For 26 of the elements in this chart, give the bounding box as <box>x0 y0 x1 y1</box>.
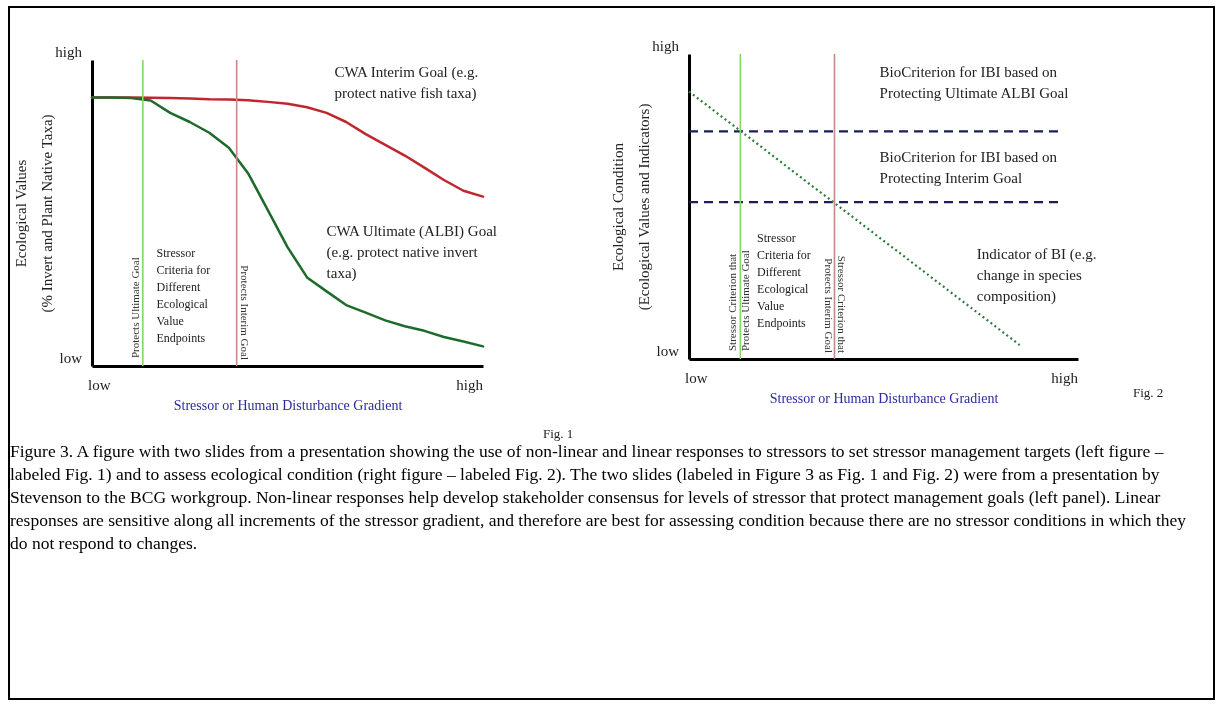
x-axis-title: Stressor or Human Disturbance Gradient <box>173 397 403 413</box>
text: high <box>55 44 83 60</box>
text: BioCriterion for IBI based on Protecting Ultimate ALBI Goal <box>879 63 1069 101</box>
series-label: CWA Interim Goal (e.g. protect native fish taxa) <box>334 64 479 103</box>
annotation: Stressor Criteria for Different Ecological Value Endpoints <box>156 245 211 345</box>
annotation: Stressor Criterion that Protects Interim Goal <box>823 255 849 353</box>
text: low <box>656 343 680 359</box>
x-axis-title: Stressor or Human Disturbance Gradient <box>769 390 999 406</box>
y-axis-title: Ecological Condition (Ecological Values and Indicators) <box>609 103 653 311</box>
text: low <box>59 350 83 366</box>
caption: Fig. 1 <box>543 426 574 441</box>
caption: Fig. 2 <box>1133 385 1164 400</box>
annotation: Stressor Criterion that Protects Ultimate Goal <box>726 250 752 351</box>
annotation: Protects Interim Goal <box>238 265 251 360</box>
annotation: Protects Ultimate Goal <box>128 257 141 358</box>
text: high <box>1051 370 1079 386</box>
series-label: Indicator of BI (e.g. change in species composition) <box>976 245 1097 305</box>
series-label: BioCriterion for IBI based on Protecting Interim Goal <box>879 149 1058 187</box>
text: high <box>456 377 484 393</box>
text: low <box>88 377 111 393</box>
series-label: CWA Ultimate (ALBI) Goal (e.g. protect native invert taxa) <box>326 222 497 282</box>
caption: Figure 3. A figure with two slides from a presentation showing the use of non-linear and linear responses to stressors to set stressor management targets (left figure – labeled Fig. 1) and to assess ecological condition (right figure – labeled Fig. 2). The two slides (labeled in Figure 3 as Fig. 1 and Fig. 2) were from a presentation by Stevenson to the BCG workgroup. Non-linear responses help develop stakeholder consensus for levels of stressor that protect management goals (left panel). Linear responses are sensitive along all increments of the stressor gradient, and therefore are best for assessing condition because there are no stressor conditions in which they do not respond to changes. <box>10 441 1188 555</box>
y-axis-title: Ecological Values (% Invert and Plant Native Taxa) <box>12 114 56 313</box>
annotation: Stressor Criteria for Different Ecological Value Endpoints <box>757 231 811 331</box>
text: high <box>652 38 680 54</box>
text: low <box>685 370 708 386</box>
